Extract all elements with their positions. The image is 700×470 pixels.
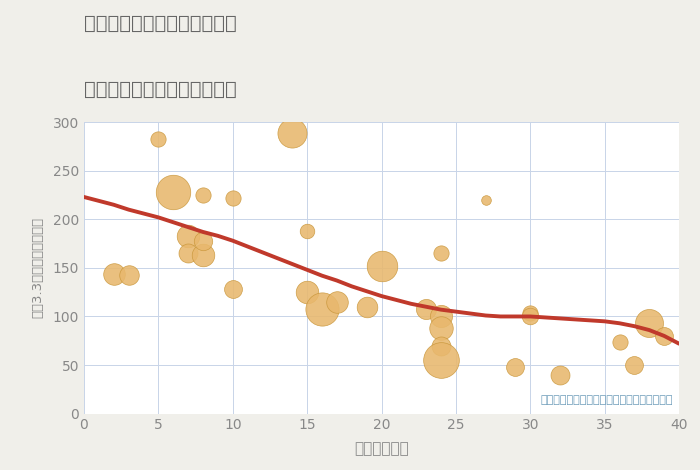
Point — [183, 232, 194, 240]
Point — [614, 338, 625, 345]
Point — [376, 262, 387, 270]
Point — [197, 191, 209, 199]
Point — [183, 250, 194, 257]
Point — [302, 227, 313, 235]
Point — [554, 371, 566, 378]
Point — [659, 332, 670, 340]
Point — [525, 309, 536, 316]
Point — [435, 250, 447, 257]
Point — [435, 324, 447, 332]
Point — [421, 305, 432, 313]
X-axis label: 築年数（年）: 築年数（年） — [354, 441, 409, 456]
Point — [435, 313, 447, 320]
Point — [227, 285, 238, 293]
Point — [316, 305, 328, 313]
Point — [361, 303, 372, 311]
Point — [227, 194, 238, 202]
Point — [435, 356, 447, 364]
Point — [197, 251, 209, 259]
Point — [168, 188, 179, 196]
Point — [510, 363, 521, 371]
Text: 神奈川県足柄上郡松田町神山: 神奈川県足柄上郡松田町神山 — [84, 14, 237, 33]
Text: 円の大きさは、取引のあった物件面積を示す: 円の大きさは、取引のあった物件面積を示す — [540, 395, 673, 405]
Point — [197, 237, 209, 244]
Point — [153, 135, 164, 142]
Point — [644, 320, 655, 327]
Point — [108, 270, 119, 277]
Point — [331, 298, 342, 306]
Point — [287, 129, 298, 137]
Point — [123, 271, 134, 278]
Point — [480, 196, 491, 204]
Y-axis label: 坪（3.3㎡）単価（万円）: 坪（3.3㎡）単価（万円） — [32, 217, 44, 319]
Point — [435, 342, 447, 349]
Point — [525, 313, 536, 320]
Point — [302, 289, 313, 296]
Point — [629, 361, 640, 369]
Text: 築年数別中古マンション価格: 築年数別中古マンション価格 — [84, 80, 237, 99]
